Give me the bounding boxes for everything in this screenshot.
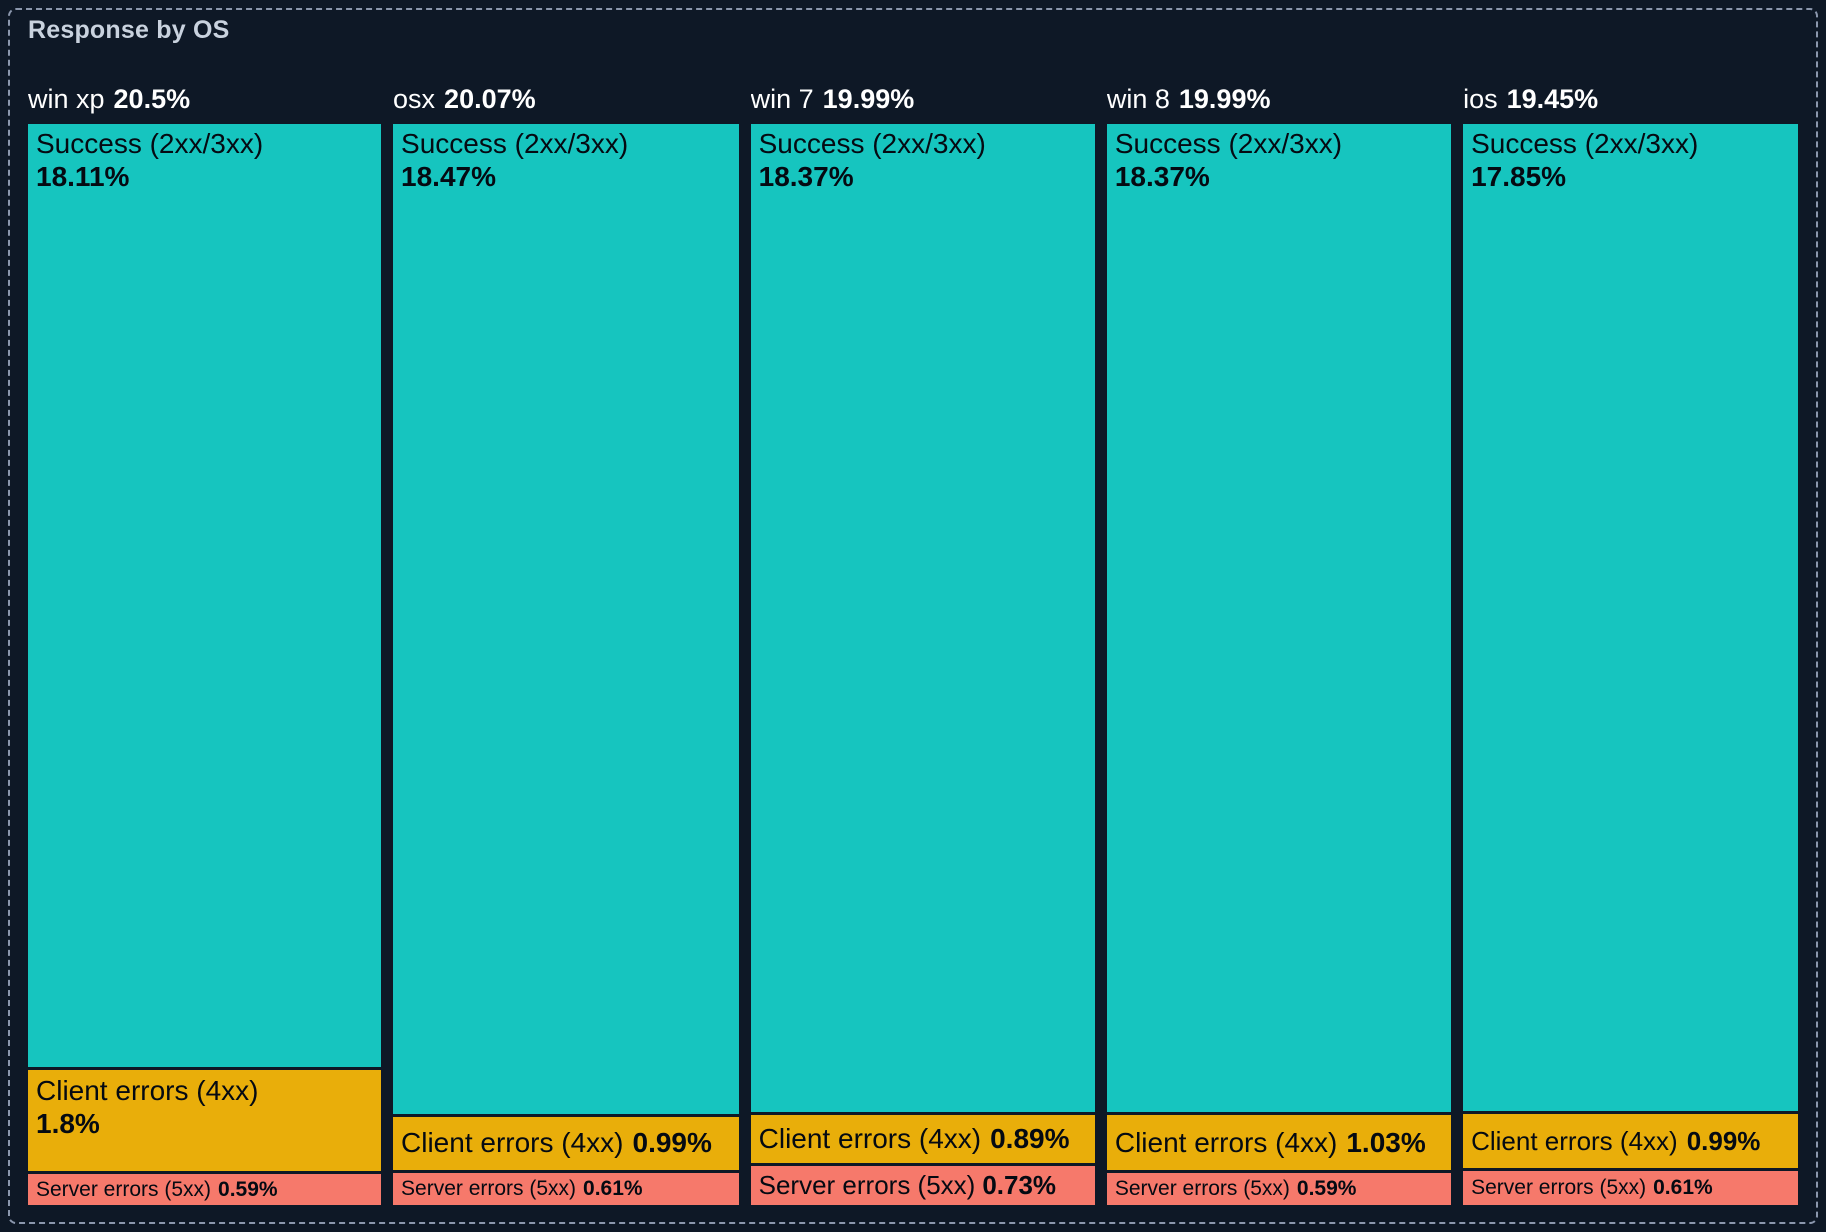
os-total-percent: 19.99% xyxy=(1178,84,1271,114)
os-total-percent: 20.5% xyxy=(113,84,191,114)
os-column-header: win 7 19.99% xyxy=(751,62,1095,124)
segment-label: Client errors (4xx) 0.99% xyxy=(401,1127,712,1159)
segment-client-errors[interactable]: Client errors (4xx) 1.8% xyxy=(28,1070,382,1172)
segment-success[interactable]: Success (2xx/3xx) 18.47% xyxy=(393,124,739,1114)
os-column-osx: osx 20.07% Success (2xx/3xx) 18.47% Clie… xyxy=(393,62,739,1205)
segment-success[interactable]: Success (2xx/3xx) 18.11% xyxy=(28,124,382,1068)
segment-server-errors[interactable]: Server errors (5xx) 0.59% xyxy=(28,1174,382,1205)
segment-client-errors[interactable]: Client errors (4xx) 0.89% xyxy=(750,1115,1095,1163)
os-name: win 7 xyxy=(750,84,814,114)
os-column-header: osx 20.07% xyxy=(393,62,739,124)
segment-label: Success (2xx/3xx) 17.85% xyxy=(1471,128,1699,193)
panel-title: Response by OS xyxy=(28,16,230,44)
segment-server-errors[interactable]: Server errors (5xx) 0.61% xyxy=(1463,1171,1799,1205)
os-column-win-xp: win xp 20.5% Success (2xx/3xx) 18.11% Cl… xyxy=(28,62,382,1205)
segment-label: Client errors (4xx) 0.99% xyxy=(1471,1125,1761,1156)
segment-success[interactable]: Success (2xx/3xx) 17.85% xyxy=(1463,124,1799,1112)
os-total-percent: 19.45% xyxy=(1506,84,1599,114)
os-column-win-8: win 8 19.99% Success (2xx/3xx) 18.37% Cl… xyxy=(1106,62,1452,1205)
segment-label: Client errors (4xx) 1.8% xyxy=(36,1075,259,1140)
os-column-header: win xp 20.5% xyxy=(28,62,381,124)
os-total-percent: 19.99% xyxy=(822,84,915,114)
segment-success[interactable]: Success (2xx/3xx) 18.37% xyxy=(1106,124,1452,1113)
segment-label: Success (2xx/3xx) 18.37% xyxy=(758,128,986,193)
segment-success[interactable]: Success (2xx/3xx) 18.37% xyxy=(750,124,1095,1113)
os-column-ios: ios 19.45% Success (2xx/3xx) 17.85% Clie… xyxy=(1463,62,1799,1205)
os-total-percent: 20.07% xyxy=(444,84,536,114)
treemap-chart: win xp 20.5% Success (2xx/3xx) 18.11% Cl… xyxy=(28,62,1799,1205)
os-column-header: win 8 19.99% xyxy=(1107,62,1451,124)
segment-server-errors[interactable]: Server errors (5xx) 0.59% xyxy=(1106,1173,1452,1205)
segment-server-errors[interactable]: Server errors (5xx) 0.61% xyxy=(393,1172,739,1205)
os-column-body: Success (2xx/3xx) 18.37% Client errors (… xyxy=(1106,124,1452,1205)
segment-label: Success (2xx/3xx) 18.11% xyxy=(36,128,264,193)
segment-client-errors[interactable]: Client errors (4xx) 0.99% xyxy=(393,1116,739,1170)
os-column-body: Success (2xx/3xx) 18.37% Client errors (… xyxy=(750,124,1095,1205)
os-column-header: ios 19.45% xyxy=(1463,62,1798,124)
segment-server-errors[interactable]: Server errors (5xx) 0.73% xyxy=(750,1165,1095,1205)
os-name: win xp xyxy=(28,84,105,114)
segment-label: Success (2xx/3xx) 18.37% xyxy=(1114,128,1343,193)
os-name: win 8 xyxy=(1106,84,1170,114)
segment-label: Success (2xx/3xx) 18.47% xyxy=(401,128,629,193)
segment-label: Client errors (4xx) 1.03% xyxy=(1114,1126,1426,1158)
os-column-body: Success (2xx/3xx) 17.85% Client errors (… xyxy=(1463,124,1799,1205)
os-column-body: Success (2xx/3xx) 18.47% Client errors (… xyxy=(393,124,739,1205)
os-name: ios xyxy=(1463,84,1498,114)
os-column-win-7: win 7 19.99% Success (2xx/3xx) 18.37% Cl… xyxy=(750,62,1095,1205)
segment-client-errors[interactable]: Client errors (4xx) 1.03% xyxy=(1106,1115,1452,1171)
segment-label: Client errors (4xx) 0.89% xyxy=(758,1123,1070,1155)
os-column-body: Success (2xx/3xx) 18.11% Client errors (… xyxy=(28,124,382,1205)
segment-client-errors[interactable]: Client errors (4xx) 0.99% xyxy=(1463,1114,1799,1169)
os-name: osx xyxy=(393,84,436,114)
